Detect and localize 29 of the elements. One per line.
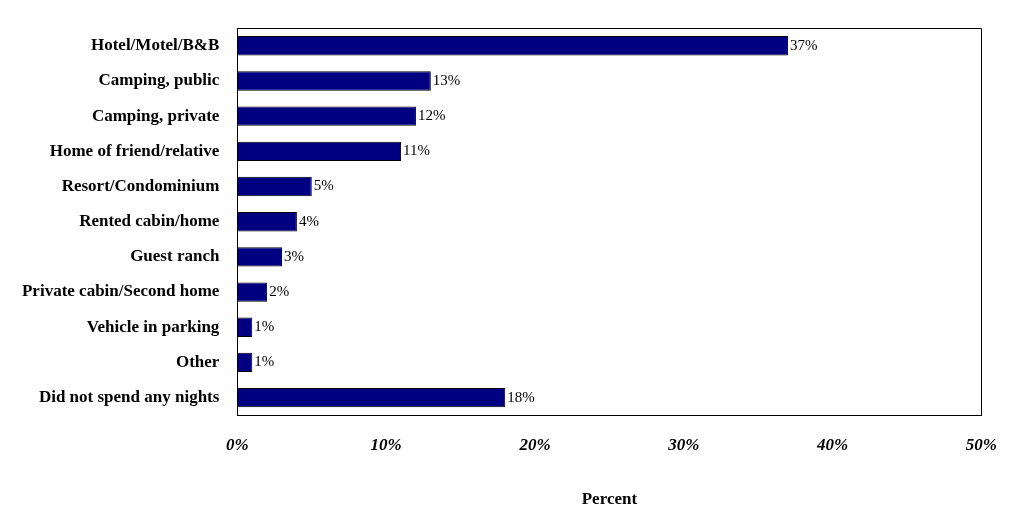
data-label: 4% xyxy=(298,212,319,229)
data-label: 18% xyxy=(507,388,535,405)
x-tick-label: 30% xyxy=(667,434,700,454)
data-label: 1% xyxy=(254,318,275,335)
y-tick-label: Home of friend/relative xyxy=(49,140,220,160)
data-label: 3% xyxy=(284,247,305,264)
data-label: 13% xyxy=(432,71,461,88)
y-tick-label: Resort/Condominium xyxy=(61,175,220,195)
data-label: 2% xyxy=(269,283,290,299)
x-tick-label: 10% xyxy=(370,434,402,454)
data-label: 12% xyxy=(417,107,446,124)
y-tick-label: Private cabin/Second home xyxy=(21,281,220,301)
y-tick-label: Camping, private xyxy=(91,105,220,125)
x-axis-title: Percent xyxy=(581,489,638,509)
y-tick-label: Guest ranch xyxy=(130,246,220,266)
x-tick-label: 50% xyxy=(965,434,998,454)
y-tick-label: Hotel/Motel/B&B xyxy=(90,35,220,55)
y-tick-label: Did not spend any nights xyxy=(38,387,220,406)
y-tick-label: Vehicle in parking xyxy=(86,316,220,336)
data-label: 11% xyxy=(403,142,431,159)
y-tick-label: Rented cabin/home xyxy=(79,211,220,231)
x-tick-label: 20% xyxy=(518,434,551,454)
data-label: 5% xyxy=(313,177,334,194)
data-label: 1% xyxy=(254,353,275,370)
data-label: 37% xyxy=(789,36,818,53)
x-tick-label: 0% xyxy=(226,434,249,454)
x-tick-label: 40% xyxy=(816,434,849,454)
y-tick-label: Other xyxy=(175,351,220,371)
y-tick-label: Camping, public xyxy=(98,70,220,90)
